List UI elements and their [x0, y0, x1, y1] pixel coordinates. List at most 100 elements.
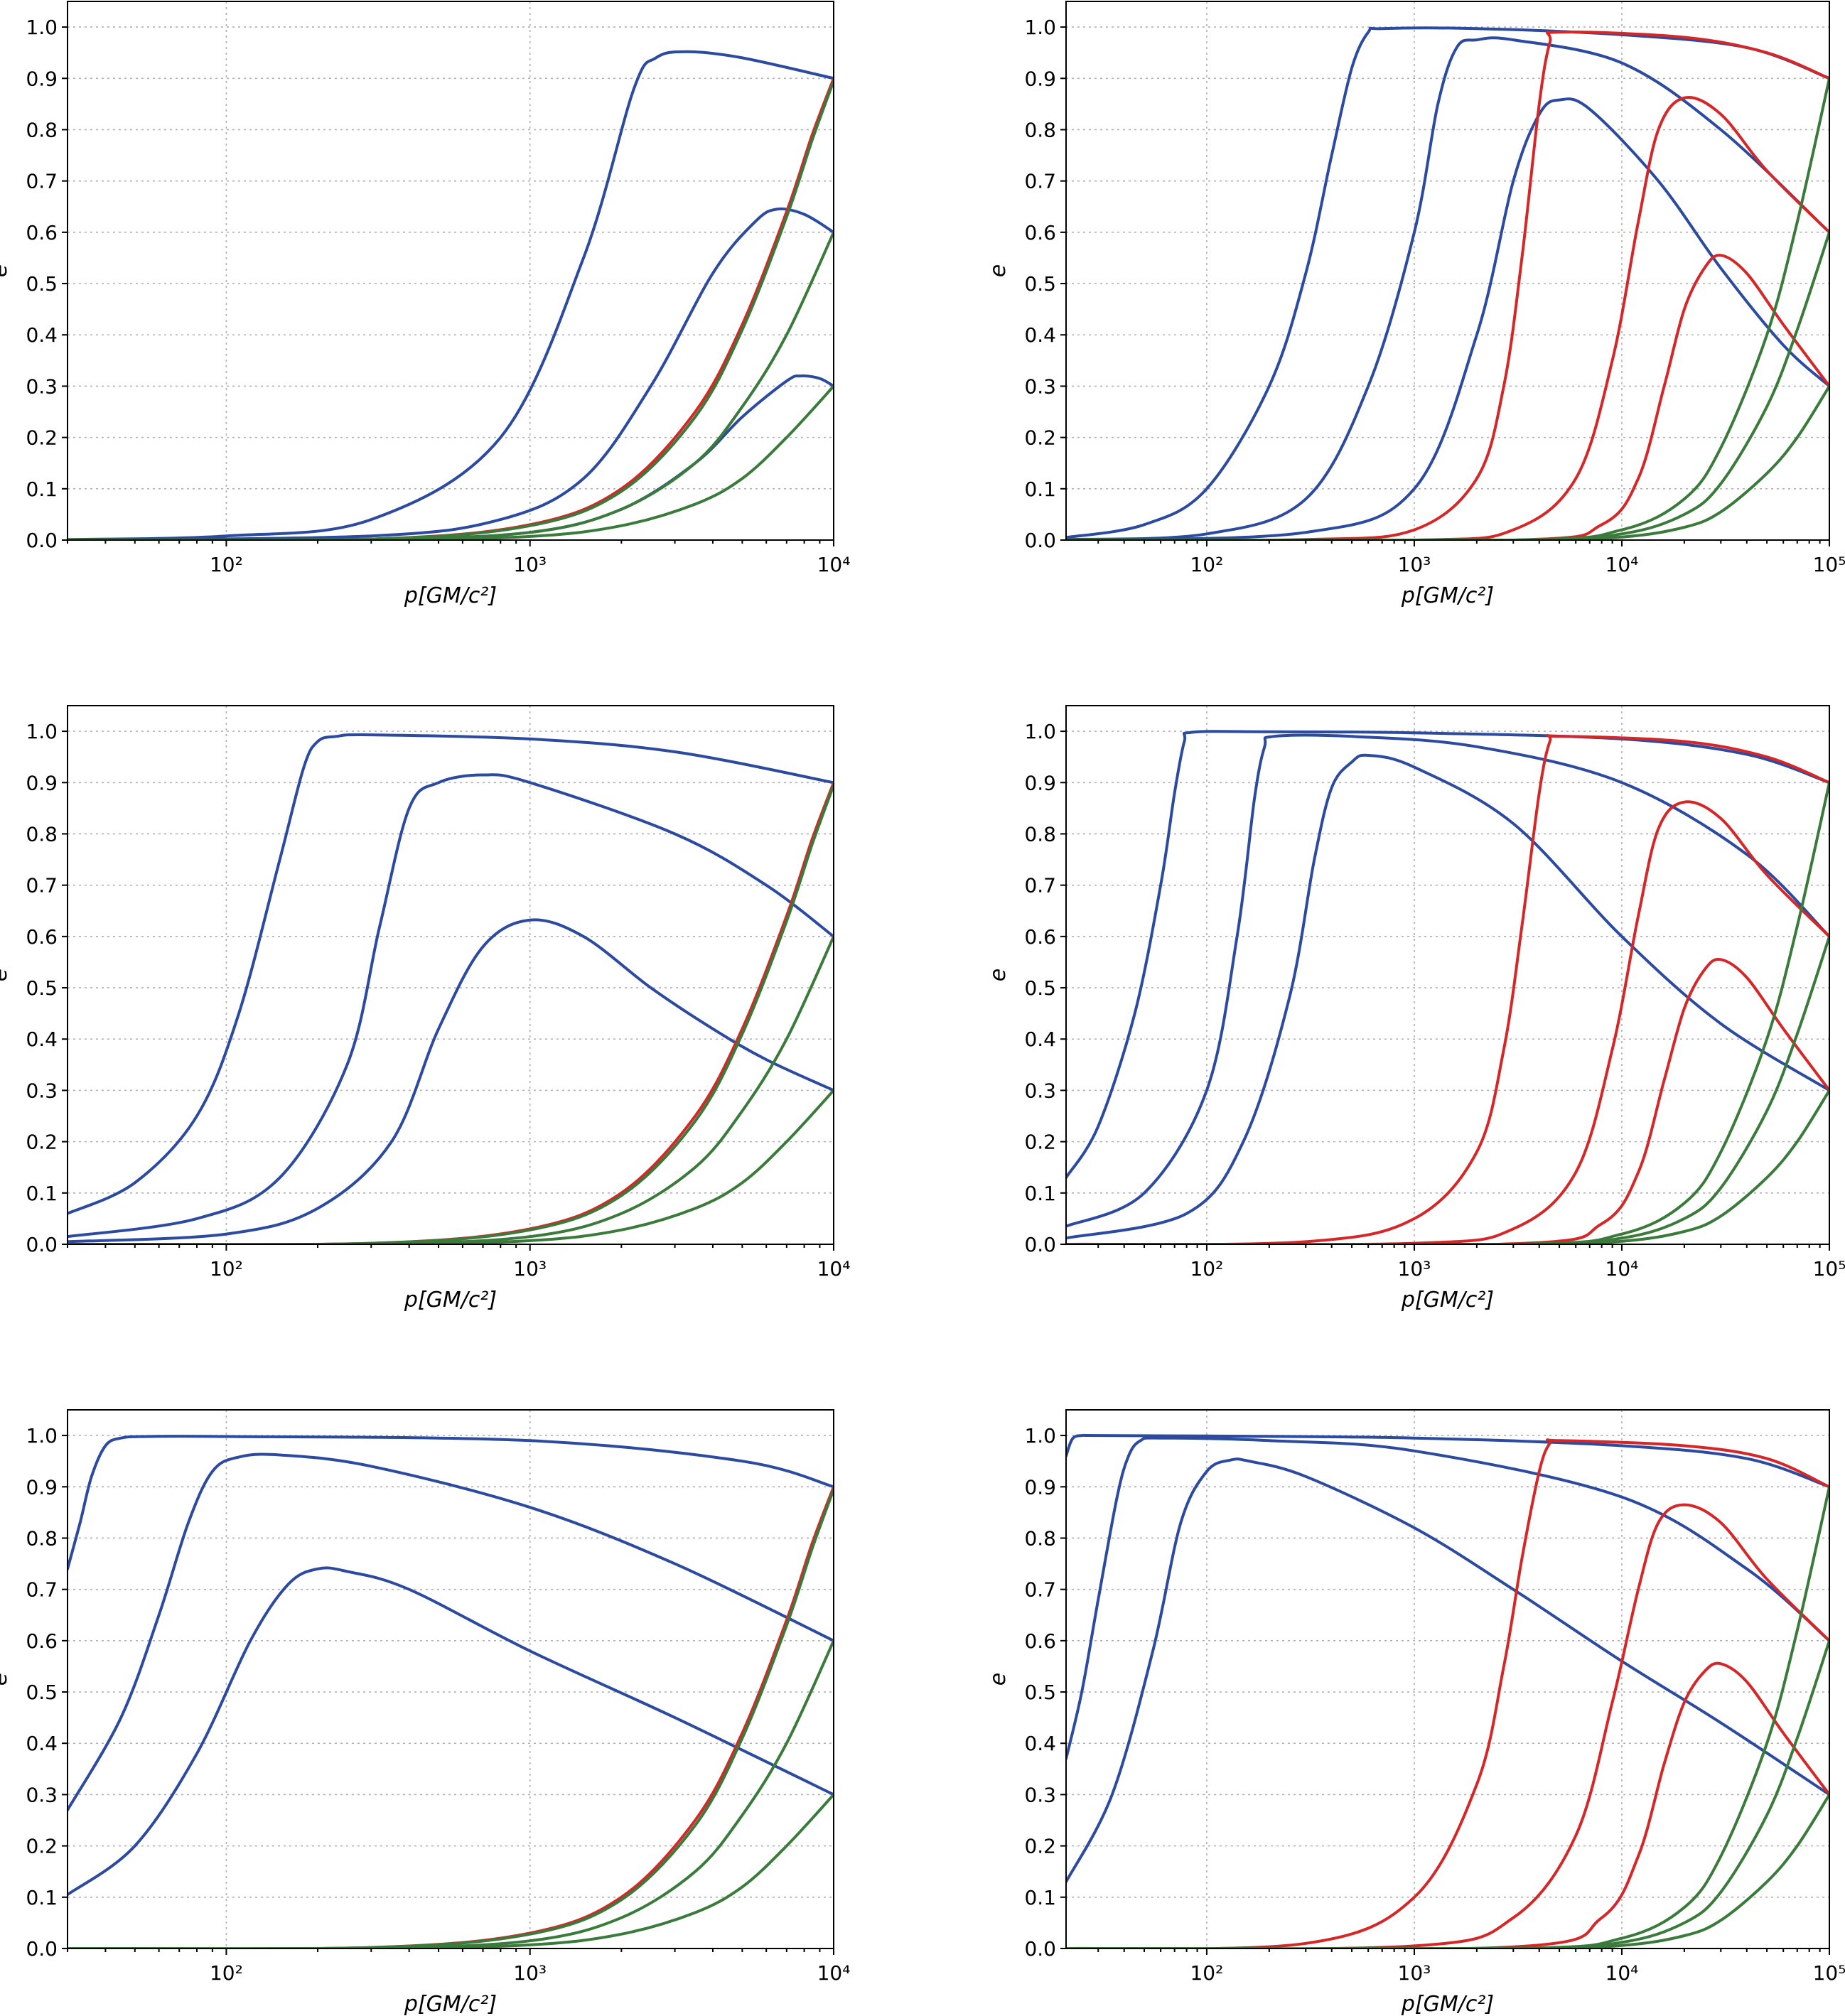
chart-panel-top-right: 0.0 0.1 0.2 0.3 0.4 0.5 0.6 0.7 0.8 0.9 1.0 10² 10³ 1… — [986, 1, 1845, 608]
series-line-blue-3 — [1066, 1457, 1829, 1884]
y-tick-label: 0.5 — [1024, 272, 1056, 296]
series-line-green-9 — [1066, 1089, 1829, 1244]
y-tick-label: 0.0 — [1024, 1937, 1056, 1961]
y-tick-label: 0.9 — [26, 1475, 58, 1499]
x-tick-label: 10⁴ — [817, 1961, 851, 1985]
y-tick-label: 0.7 — [1024, 170, 1056, 193]
y-tick-label: 0.1 — [26, 1886, 58, 1909]
x-tick-label: 10² — [1190, 1257, 1223, 1281]
plot-frame — [1065, 1, 1830, 541]
y-tick-label: 0.4 — [1024, 1028, 1056, 1051]
y-tick-label: 0.6 — [1024, 925, 1056, 949]
series-line-green-5 — [68, 1487, 834, 1948]
y-tick-label: 0.0 — [26, 1937, 58, 1961]
y-axis-label: e — [986, 969, 1011, 981]
y-tick-label: 0.8 — [1024, 118, 1056, 141]
y-tick-label: 0.6 — [26, 221, 58, 244]
y-tick-label: 0.1 — [26, 478, 58, 501]
series-line-blue-2 — [68, 773, 834, 1239]
y-tick-label: 0.2 — [1024, 1835, 1056, 1858]
y-tick-label: 0.7 — [1024, 1578, 1056, 1602]
series-line-blue-2 — [68, 207, 834, 540]
y-tick-label: 0.5 — [1024, 1681, 1056, 1704]
y-tick-label: 0.8 — [26, 1526, 58, 1550]
series-line-red-5 — [1066, 800, 1829, 1244]
y-axis-label: e — [0, 264, 12, 277]
y-tick-label: 0.8 — [1024, 822, 1056, 846]
x-tick-label: 10³ — [513, 1961, 547, 1985]
y-tick-label: 0.6 — [26, 1629, 58, 1653]
y-tick-label: 0.9 — [1024, 771, 1056, 794]
y-axis-label: e — [0, 969, 12, 981]
series-line-green-6 — [68, 230, 834, 540]
series-line-green-7 — [1066, 781, 1829, 1244]
series-line-green-9 — [1066, 384, 1829, 540]
y-tick-label: 0.4 — [1024, 1732, 1056, 1755]
y-tick-label: 0.2 — [26, 1131, 58, 1154]
x-axis-label: p[GM/c²] — [404, 1288, 497, 1312]
chart-panel-bottom-left: 0.0 0.1 0.2 0.3 0.4 0.5 0.6 0.7 0.8 0.9 1.0 10² 10³ 1… — [0, 1409, 851, 2016]
y-tick-label: 0.2 — [26, 1835, 58, 1858]
series-line-blue-2 — [1066, 36, 1829, 540]
y-tick-label: 0.2 — [1024, 426, 1056, 450]
series-line-blue-3 — [68, 918, 834, 1244]
x-tick-label: 10² — [1190, 1961, 1223, 1985]
y-tick-label: 0.3 — [26, 1079, 58, 1102]
x-tick-label: 10⁵ — [1813, 553, 1845, 576]
series-line-red-4 — [68, 781, 834, 1244]
y-tick-label: 0.5 — [26, 272, 58, 296]
y-tick-label: 0.5 — [1024, 976, 1056, 1000]
chart-panel-middle-left: 0.0 0.1 0.2 0.3 0.4 0.5 0.6 0.7 0.8 0.9 1.0 10² 10³ 1… — [0, 705, 850, 1312]
series-line-blue-3 — [68, 1566, 834, 1897]
y-tick-label: 0.3 — [26, 1783, 58, 1806]
y-tick-label: 0.4 — [26, 1028, 58, 1051]
y-tick-label: 1.0 — [1024, 16, 1056, 39]
y-tick-label: 0.7 — [26, 1578, 58, 1602]
y-tick-label: 0.1 — [1024, 1886, 1056, 1909]
y-tick-label: 0.0 — [1024, 529, 1056, 552]
series-line-blue-3 — [1066, 97, 1829, 540]
series-line-red-6 — [1066, 957, 1829, 1244]
y-tick-label: 0.7 — [26, 170, 58, 193]
plot-frame — [67, 1409, 834, 1949]
x-axis-label: p[GM/c²] — [404, 583, 497, 608]
x-axis-label: p[GM/c²] — [1401, 1992, 1494, 2016]
series-line-red-4 — [1066, 31, 1829, 540]
y-tick-label: 0.5 — [26, 1681, 58, 1704]
y-tick-label: 0.3 — [1024, 1079, 1056, 1102]
x-axis-label: p[GM/c²] — [1401, 583, 1494, 608]
series-line-green-9 — [1066, 1793, 1829, 1948]
x-tick-label: 10⁴ — [817, 553, 851, 576]
series-line-blue-1 — [68, 1435, 834, 1570]
y-axis-label: e — [0, 1673, 12, 1686]
y-tick-label: 0.1 — [26, 1182, 58, 1205]
y-tick-label: 0.4 — [1024, 323, 1056, 347]
series-line-green-7 — [68, 1793, 834, 1948]
y-tick-label: 0.3 — [1024, 1783, 1056, 1806]
chart-panel-middle-right: 0.0 0.1 0.2 0.3 0.4 0.5 0.6 0.7 0.8 0.9 1.0 10² 10³ 1… — [986, 705, 1845, 1312]
plot-frame — [1065, 1409, 1830, 1949]
x-tick-label: 10² — [210, 553, 243, 576]
series-line-blue-2 — [1066, 1436, 1829, 1760]
y-tick-label: 0.0 — [26, 1233, 58, 1256]
plot-frame — [67, 1, 834, 541]
y-tick-label: 0.4 — [26, 323, 58, 347]
y-tick-label: 0.9 — [26, 771, 58, 794]
y-tick-label: 0.7 — [1024, 874, 1056, 898]
y-tick-label: 0.3 — [1024, 374, 1056, 398]
x-tick-label: 10⁴ — [1605, 1257, 1639, 1281]
y-tick-label: 0.4 — [26, 1732, 58, 1755]
x-tick-label: 10² — [1190, 553, 1223, 576]
y-tick-label: 0.3 — [26, 374, 58, 398]
series-line-red-5 — [1066, 1503, 1829, 1948]
y-tick-label: 0.8 — [26, 822, 58, 846]
series-line-blue-1 — [68, 50, 834, 540]
series-line-red-6 — [1066, 254, 1829, 540]
series-line-green-7 — [1066, 77, 1829, 540]
series-line-blue-1 — [68, 733, 834, 1215]
y-tick-label: 0.0 — [1024, 1233, 1056, 1256]
x-tick-label: 10² — [210, 1961, 243, 1985]
x-tick-label: 10³ — [513, 553, 547, 576]
series-line-red-4 — [1066, 1438, 1829, 1948]
series-line-red-6 — [1066, 1661, 1829, 1948]
